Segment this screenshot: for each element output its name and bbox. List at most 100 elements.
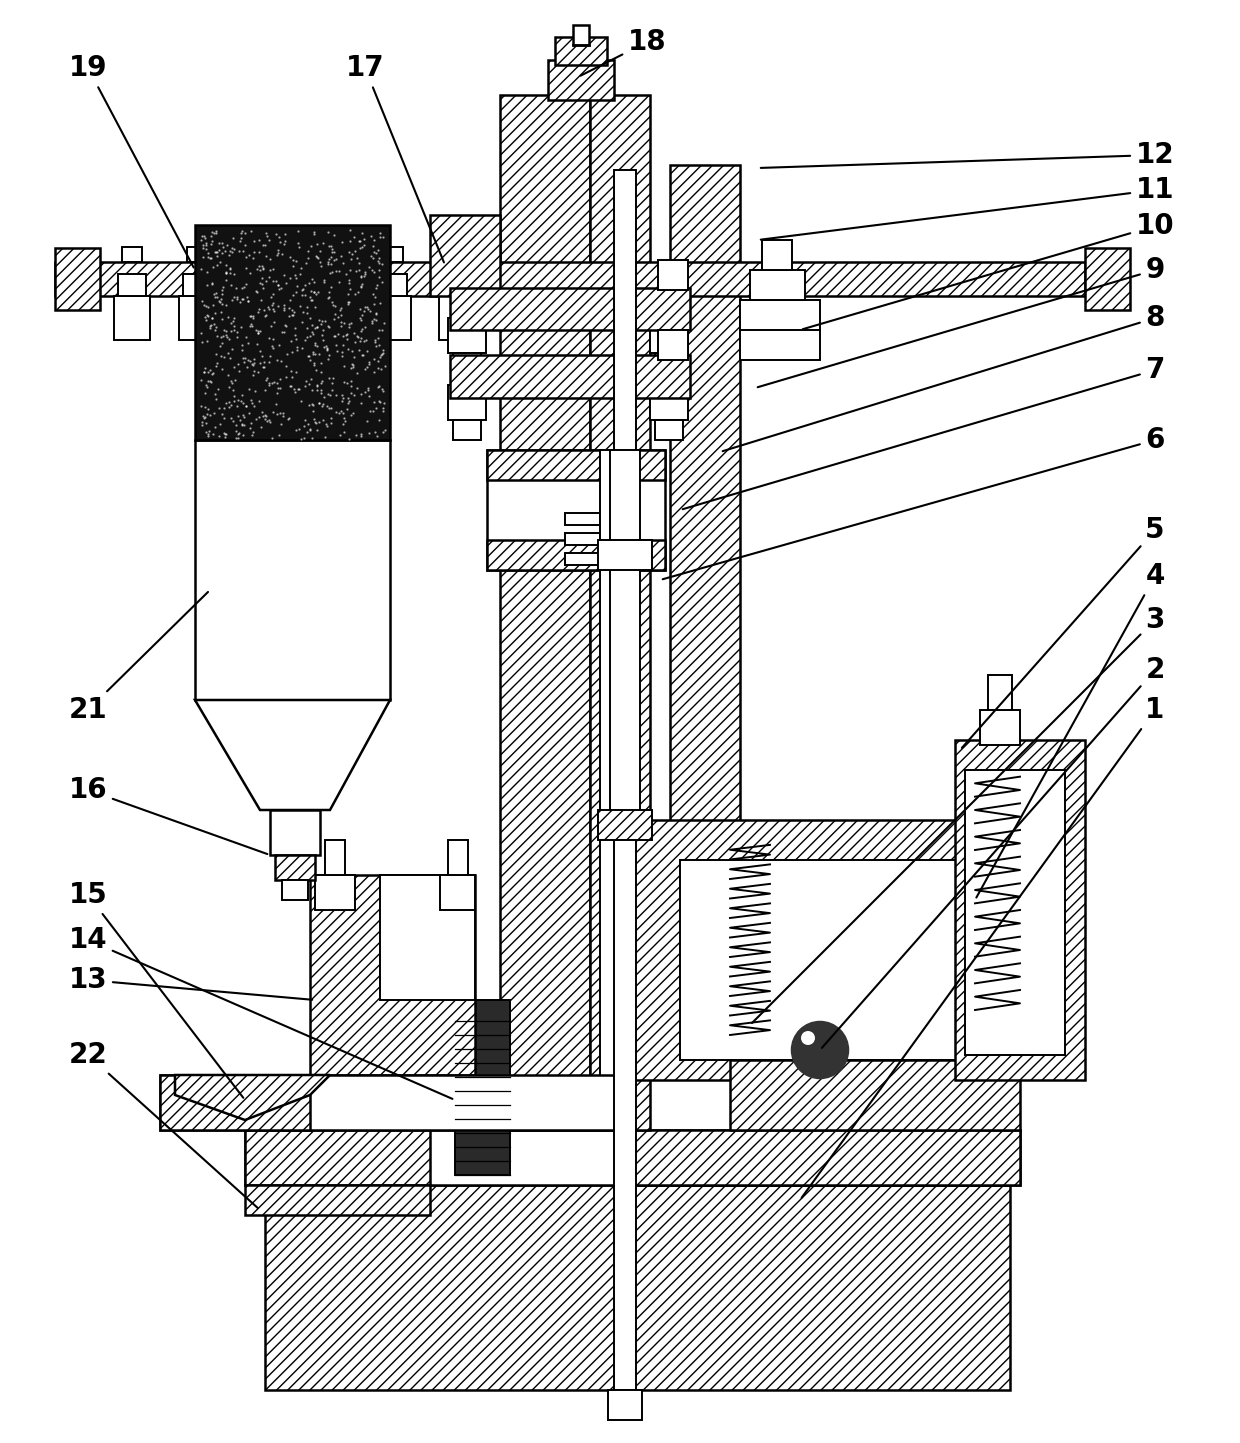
Circle shape xyxy=(801,1030,815,1045)
Polygon shape xyxy=(195,700,391,810)
Bar xyxy=(195,225,391,440)
Bar xyxy=(439,296,475,341)
Polygon shape xyxy=(55,248,100,310)
Polygon shape xyxy=(450,289,689,330)
Bar xyxy=(487,450,665,570)
Text: 19: 19 xyxy=(68,53,193,267)
Bar xyxy=(980,710,1021,745)
Bar xyxy=(179,296,215,341)
Text: 18: 18 xyxy=(580,27,666,75)
Bar xyxy=(118,274,146,296)
Text: 21: 21 xyxy=(68,592,208,724)
Bar xyxy=(453,354,481,372)
Polygon shape xyxy=(620,820,1021,1079)
Text: 11: 11 xyxy=(761,176,1174,240)
Bar xyxy=(655,354,683,372)
Bar xyxy=(448,317,486,354)
Polygon shape xyxy=(590,95,650,1130)
Bar xyxy=(114,296,150,341)
Bar xyxy=(265,1185,1011,1390)
Bar xyxy=(658,260,688,290)
Polygon shape xyxy=(55,263,1085,296)
Bar xyxy=(608,1390,642,1420)
Bar xyxy=(270,810,320,856)
Text: 7: 7 xyxy=(683,356,1164,509)
Bar xyxy=(565,553,600,566)
Bar xyxy=(440,874,475,911)
Polygon shape xyxy=(487,540,665,570)
Bar xyxy=(160,1075,630,1130)
Bar xyxy=(383,247,403,263)
Text: 10: 10 xyxy=(802,212,1174,329)
Bar xyxy=(965,771,1065,1055)
Bar xyxy=(315,874,355,911)
Polygon shape xyxy=(620,1130,1021,1185)
Polygon shape xyxy=(487,450,665,481)
Bar xyxy=(187,247,207,263)
Text: 5: 5 xyxy=(962,517,1164,747)
Bar xyxy=(246,1130,1021,1185)
Text: 2: 2 xyxy=(822,657,1164,1048)
Bar xyxy=(650,385,688,420)
Bar xyxy=(610,450,640,820)
Bar xyxy=(275,856,315,880)
Polygon shape xyxy=(160,1075,310,1130)
Text: 9: 9 xyxy=(758,255,1164,387)
Bar xyxy=(565,514,600,525)
Bar xyxy=(379,274,407,296)
Bar xyxy=(453,420,481,440)
Bar xyxy=(122,247,143,263)
Bar xyxy=(740,300,820,359)
Polygon shape xyxy=(450,355,689,398)
Bar xyxy=(598,810,652,840)
Text: 3: 3 xyxy=(751,606,1164,1023)
Text: 22: 22 xyxy=(68,1040,258,1208)
Text: 1: 1 xyxy=(801,696,1164,1198)
Bar xyxy=(246,1185,430,1215)
Bar xyxy=(448,385,486,420)
Bar xyxy=(650,317,688,354)
Text: 15: 15 xyxy=(68,882,243,1098)
Bar xyxy=(184,274,211,296)
Bar xyxy=(598,540,652,570)
Bar xyxy=(443,274,471,296)
Polygon shape xyxy=(310,874,475,1075)
Text: 13: 13 xyxy=(68,965,312,1000)
Bar xyxy=(565,532,600,545)
Polygon shape xyxy=(730,1061,1021,1130)
Bar xyxy=(374,296,410,341)
Text: 4: 4 xyxy=(976,561,1164,898)
Bar xyxy=(325,840,345,874)
Bar xyxy=(455,1000,510,1175)
Circle shape xyxy=(792,1022,848,1078)
Polygon shape xyxy=(1085,248,1130,310)
Bar xyxy=(600,450,635,1100)
Bar xyxy=(988,675,1012,710)
Bar xyxy=(548,61,614,100)
Bar xyxy=(750,270,805,300)
Bar xyxy=(446,247,467,263)
Bar xyxy=(573,25,589,45)
Bar xyxy=(658,330,688,359)
Text: 16: 16 xyxy=(68,776,268,854)
Bar xyxy=(448,840,467,874)
Bar xyxy=(195,440,391,700)
Polygon shape xyxy=(430,215,500,296)
Bar xyxy=(556,38,608,65)
Text: 6: 6 xyxy=(662,426,1164,579)
Text: 14: 14 xyxy=(68,926,453,1100)
Bar xyxy=(680,860,960,1061)
Polygon shape xyxy=(175,1075,330,1120)
Bar xyxy=(763,240,792,270)
Text: 17: 17 xyxy=(346,53,444,263)
Bar xyxy=(379,874,475,1000)
Text: 12: 12 xyxy=(761,141,1174,169)
Bar xyxy=(614,170,636,1390)
Polygon shape xyxy=(246,1130,430,1185)
Polygon shape xyxy=(955,740,1085,1079)
Text: 8: 8 xyxy=(723,304,1164,452)
Bar xyxy=(655,420,683,440)
Polygon shape xyxy=(670,165,740,1040)
Polygon shape xyxy=(500,95,590,1130)
Bar xyxy=(281,880,308,900)
